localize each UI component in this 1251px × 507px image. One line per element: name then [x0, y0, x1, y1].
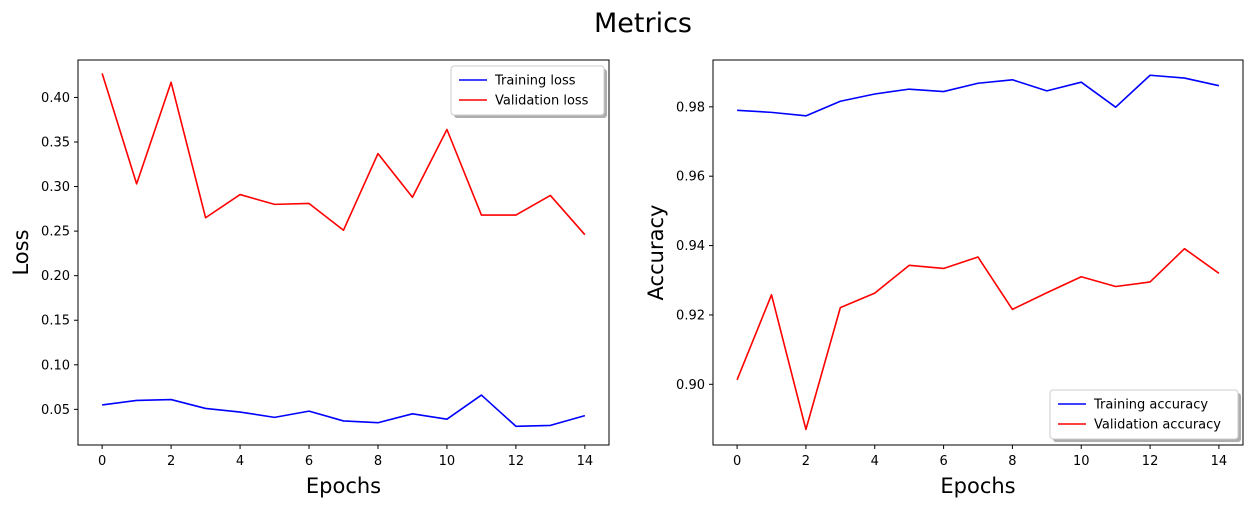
- x-tick-label: 10: [439, 454, 456, 469]
- y-tick-label: 0.40: [41, 91, 70, 106]
- series-line-training-accuracy: [737, 74, 1220, 117]
- y-tick-label: 0.92: [676, 308, 705, 323]
- x-tick-label: 14: [1211, 454, 1228, 469]
- x-tick-label: 0: [733, 454, 741, 469]
- series-line-training-loss: [102, 394, 586, 428]
- legend-entry-label: Training loss: [494, 74, 576, 89]
- y-tick-label: 0.35: [41, 135, 70, 150]
- y-tick-label: 0.98: [676, 100, 705, 115]
- y-tick-label: 0.15: [41, 314, 70, 329]
- figure-title: Metrics: [594, 8, 692, 39]
- legend: Training accuracy Validation accuracy: [1049, 389, 1241, 442]
- x-tick-label: 8: [1008, 454, 1016, 469]
- x-tick-label: 4: [871, 454, 879, 469]
- x-tick-label: 10: [1073, 454, 1090, 469]
- x-axis-label: Epochs: [306, 474, 381, 498]
- y-tick-label: 0.05: [41, 403, 70, 418]
- series-line-validation-accuracy: [736, 247, 1220, 431]
- y-tick-label: 0.20: [41, 269, 70, 284]
- x-tick-label: 6: [939, 454, 947, 469]
- series-line-validation-loss: [101, 73, 586, 236]
- x-tick-label: 14: [577, 454, 594, 469]
- x-tick-label: 8: [374, 454, 382, 469]
- x-tick-label: 6: [305, 454, 313, 469]
- axes-frame: [77, 59, 610, 446]
- legend-box: [1049, 389, 1239, 440]
- legend: Training loss Validation loss: [450, 65, 607, 118]
- x-tick-label: 12: [508, 454, 525, 469]
- legend-box: [450, 65, 605, 116]
- y-tick-label: 0.96: [676, 170, 705, 185]
- x-tick-label: 4: [236, 454, 244, 469]
- y-tick-label: 0.30: [41, 180, 70, 195]
- legend-entry-label: Validation accuracy: [1094, 418, 1221, 433]
- y-tick-label: 0.90: [676, 378, 705, 393]
- subplot-loss: 0 2 4 6 8 10 12 14 0.05 0.10 0.15 0.20 0.25 0.30 0.35 0…: [9, 59, 610, 498]
- y-tick-label: 0.10: [41, 358, 70, 373]
- axes-frame: [712, 59, 1244, 446]
- y-tick-label: 0.25: [41, 225, 70, 240]
- y-axis-label: Accuracy: [644, 205, 668, 301]
- subplot-accuracy: 0 2 4 6 8 10 12 14 0.90 0.92 0.94 0.96 0.98 Epochs Acc…: [644, 59, 1244, 498]
- x-tick-label: 0: [98, 454, 106, 469]
- y-axis-label: Loss: [9, 229, 33, 275]
- x-tick-label: 2: [802, 454, 810, 469]
- legend-entry-label: Training accuracy: [1093, 398, 1208, 413]
- x-tick-label: 12: [1142, 454, 1159, 469]
- x-axis-label: Epochs: [940, 474, 1015, 498]
- legend-entry-label: Validation loss: [495, 94, 589, 109]
- x-tick-label: 2: [167, 454, 175, 469]
- y-tick-label: 0.94: [676, 239, 705, 254]
